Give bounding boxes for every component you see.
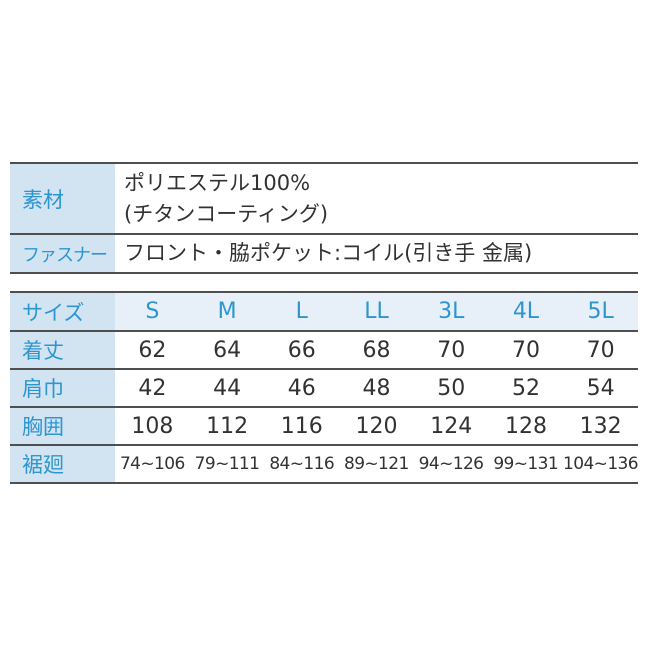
- size-col-l: L: [264, 293, 340, 330]
- value-cell: 50: [437, 375, 466, 401]
- size-col-ll: LL: [339, 293, 414, 330]
- value-cell: 79~111: [194, 454, 260, 474]
- row-label-body-length: 着丈: [10, 332, 115, 368]
- size-row-hem: 裾廻 74~106 79~111 84~116 89~121 94~126 99…: [10, 446, 639, 484]
- spec-label-material: 素材: [10, 164, 115, 233]
- value-cell: 54: [586, 375, 615, 401]
- value-cell: 124: [430, 413, 473, 439]
- value-cell: 52: [511, 375, 540, 401]
- size-col-m: M: [189, 293, 265, 330]
- value-cell: 112: [206, 413, 249, 439]
- material-line-2: (チタンコーティング): [124, 201, 329, 226]
- size-col-4l: 4L: [488, 293, 564, 330]
- size-table-header-row: サイズ S M L LL 3L 4L 5L: [10, 293, 639, 332]
- size-col-3l: 3L: [413, 293, 489, 330]
- row-label-chest: 胸囲: [10, 408, 115, 444]
- tables-container: 素材 ポリエステル100% (チタンコーティング) ファスナー フロント・脇ポケ…: [10, 162, 639, 484]
- value-cell: 108: [131, 413, 174, 439]
- value-cell: 66: [287, 337, 316, 363]
- value-cell: 70: [586, 337, 615, 363]
- size-row-shoulder-width: 肩巾 42 44 46 48 50 52 54: [10, 370, 638, 408]
- size-header-label: サイズ: [10, 293, 115, 330]
- value-cell: 44: [213, 375, 242, 401]
- spec-label-fastener: ファスナー: [10, 235, 115, 272]
- value-cell: 120: [355, 413, 398, 439]
- spec-value-material: ポリエステル100% (チタンコーティング): [115, 164, 638, 233]
- value-cell: 62: [138, 337, 167, 363]
- value-cell: 64: [213, 337, 242, 363]
- size-col-s: S: [115, 293, 190, 330]
- spec-row-fastener: ファスナー フロント・脇ポケット:コイル(引き手 金属): [10, 235, 638, 274]
- size-table: サイズ S M L LL 3L 4L 5L 着丈 62 64 66 68 70 …: [10, 291, 639, 484]
- material-line-1: ポリエステル100%: [124, 171, 311, 196]
- size-col-5l: 5L: [563, 293, 639, 330]
- table-gap: [10, 274, 638, 291]
- value-cell: 42: [138, 375, 167, 401]
- spec-value-fastener: フロント・脇ポケット:コイル(引き手 金属): [115, 235, 638, 272]
- value-cell: 104~136: [563, 454, 639, 474]
- value-cell: 84~116: [269, 454, 335, 474]
- size-row-chest: 胸囲 108 112 116 120 124 128 132: [10, 408, 638, 446]
- value-cell: 74~106: [119, 454, 185, 474]
- spec-table: 素材 ポリエステル100% (チタンコーティング) ファスナー フロント・脇ポケ…: [10, 162, 638, 274]
- value-cell: 89~121: [343, 454, 409, 474]
- value-cell: 132: [579, 413, 622, 439]
- value-cell: 70: [437, 337, 466, 363]
- spec-row-material: 素材 ポリエステル100% (チタンコーティング): [10, 164, 638, 235]
- fastener-line-1: フロント・脇ポケット:コイル(引き手 金属): [124, 241, 533, 266]
- value-cell: 94~126: [418, 454, 484, 474]
- row-label-shoulder-width: 肩巾: [10, 370, 115, 406]
- value-cell: 68: [362, 337, 391, 363]
- row-label-hem: 裾廻: [10, 446, 115, 482]
- value-cell: 128: [504, 413, 547, 439]
- value-cell: 48: [362, 375, 391, 401]
- value-cell: 70: [511, 337, 540, 363]
- value-cell: 116: [280, 413, 323, 439]
- value-cell: 99~131: [493, 454, 559, 474]
- value-cell: 46: [287, 375, 316, 401]
- size-row-body-length: 着丈 62 64 66 68 70 70 70: [10, 332, 638, 370]
